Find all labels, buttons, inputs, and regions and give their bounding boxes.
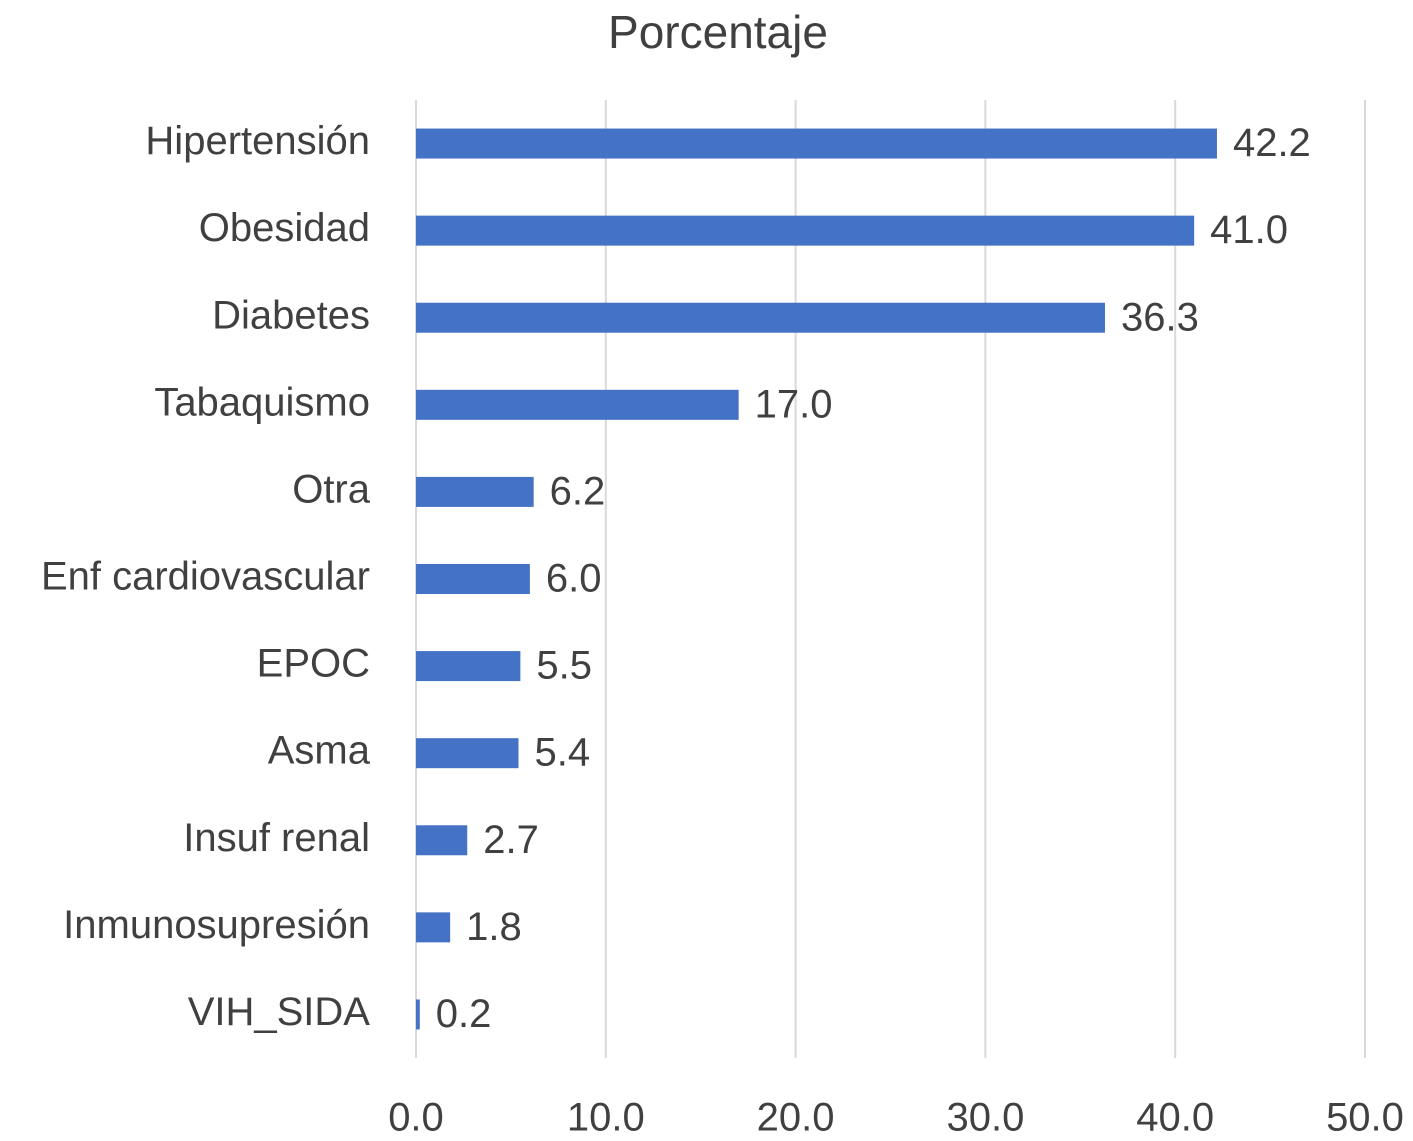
y-tick-label: Hipertensión [145,119,370,163]
data-label: 5.5 [536,644,592,688]
bar [416,302,1105,333]
y-tick-label: Diabetes [212,293,370,337]
data-label: 41.0 [1210,208,1288,252]
y-tick-label: EPOC [257,642,370,686]
x-tick-label: 20.0 [757,1096,835,1140]
bar [416,738,519,769]
bar [416,825,468,856]
data-label: 36.3 [1121,295,1199,339]
y-tick-label: Asma [268,729,371,773]
data-label: 0.2 [436,992,492,1036]
x-tick-label: 10.0 [567,1096,645,1140]
data-label: 2.7 [483,818,539,862]
y-tick-label: Tabaquismo [154,380,370,424]
y-tick-label: Inmunosupresión [63,903,370,947]
data-label: 6.2 [550,469,606,513]
data-label: 1.8 [466,905,522,949]
chart-title: Porcentaje [608,6,828,58]
bar [416,912,451,943]
x-tick-label: 30.0 [946,1096,1024,1140]
y-tick-label: Enf cardiovascular [41,555,370,599]
bar [416,389,739,420]
bar [416,476,534,507]
y-tick-label: Obesidad [199,206,370,250]
bar [416,128,1217,159]
x-tick-label: 40.0 [1136,1096,1214,1140]
data-label: 6.0 [546,557,602,601]
y-tick-label: Otra [292,467,371,511]
x-tick-label: 50.0 [1326,1096,1404,1140]
bar [416,651,521,682]
bar [416,215,1195,246]
data-label: 5.4 [534,731,590,775]
bar [416,564,530,594]
data-label: 17.0 [755,382,833,426]
y-tick-label: VIH_SIDA [188,990,371,1034]
data-label: 42.2 [1233,121,1311,165]
x-tick-label: 0.0 [388,1096,444,1140]
bar [416,999,420,1030]
y-tick-label: Insuf renal [183,816,370,860]
